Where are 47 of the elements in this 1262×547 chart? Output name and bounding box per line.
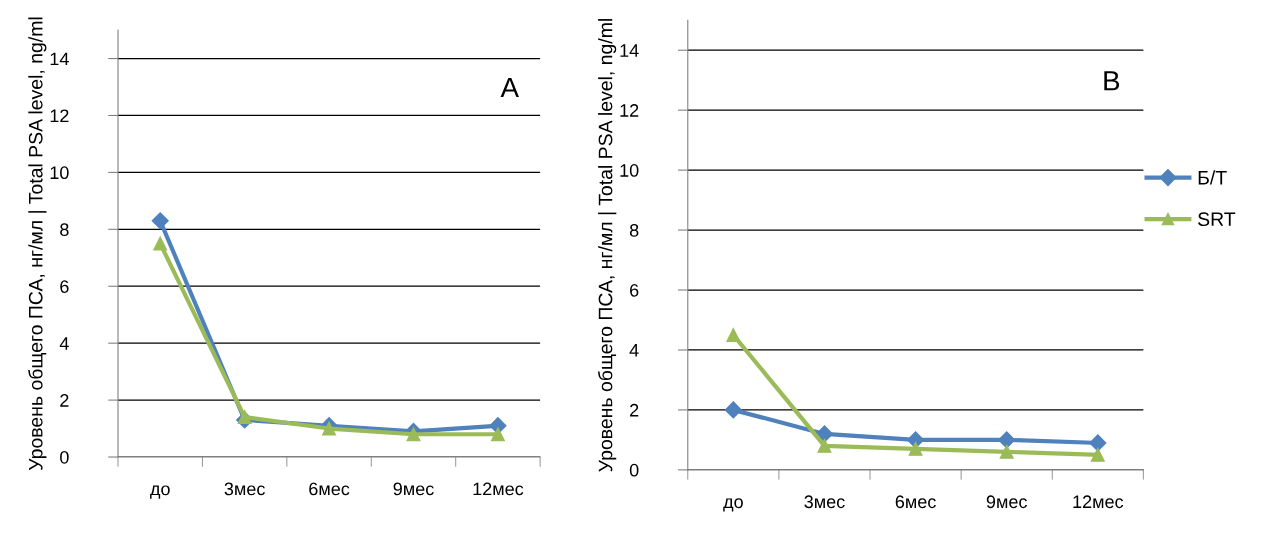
y-tick-label: 14 [50, 52, 69, 66]
y-tick-label: 0 [60, 450, 69, 464]
point [724, 401, 742, 419]
annotation: A [500, 77, 519, 98]
x-tick-label: 9мес [393, 482, 434, 496]
point [237, 410, 252, 425]
y-tick-label: 12 [620, 104, 639, 117]
point [908, 441, 923, 456]
y-tick-label: 6 [60, 280, 69, 293]
y-axis-title: Уровень общего ПСА, нг/мл | Total PSA level, ng/ml [597, 19, 617, 472]
x-tick-label: 6мес [895, 495, 936, 509]
legend-label: Б/Т [1198, 170, 1227, 185]
y-tick-label: 6 [630, 283, 639, 297]
point [998, 431, 1016, 449]
x-tick-label: 12мес [473, 482, 524, 496]
legend-label: SRT [1198, 212, 1236, 227]
y-axis-title: Уровень общего ПСА, нг/мл | Total PSA level, ng/ml [28, 17, 47, 471]
y-tick-label: 12 [50, 109, 69, 123]
point [490, 427, 505, 442]
x-tick-label: 3мес [804, 495, 845, 509]
x-tick-label: 12мес [1073, 495, 1124, 509]
y-tick-label: 8 [629, 224, 639, 237]
point [815, 425, 834, 443]
y-tick-label: 14 [620, 44, 639, 57]
point [817, 438, 832, 453]
point [406, 427, 421, 442]
x-tick-label: до [723, 498, 743, 512]
y-tick-label: 0 [629, 463, 639, 477]
point [999, 444, 1014, 459]
y-tick-label: 4 [59, 337, 69, 350]
point [322, 421, 337, 436]
point [1090, 447, 1105, 462]
x-tick-label: 3мес [224, 482, 265, 496]
x-tick-label: 6мес [309, 482, 350, 496]
annotation: B [1104, 71, 1120, 91]
point [153, 236, 168, 251]
point [1089, 434, 1107, 452]
y-tick-label: 2 [630, 403, 639, 417]
y-tick-label: 10 [50, 166, 69, 180]
y-tick-label: 4 [629, 344, 639, 357]
y-tick-label: 10 [620, 164, 639, 177]
x-tick-label: 9мес [986, 495, 1027, 509]
point [151, 212, 169, 230]
y-tick-label: 8 [60, 223, 69, 237]
x-tick-label: до [150, 485, 170, 499]
point [726, 328, 741, 342]
y-tick-label: 2 [60, 394, 69, 407]
